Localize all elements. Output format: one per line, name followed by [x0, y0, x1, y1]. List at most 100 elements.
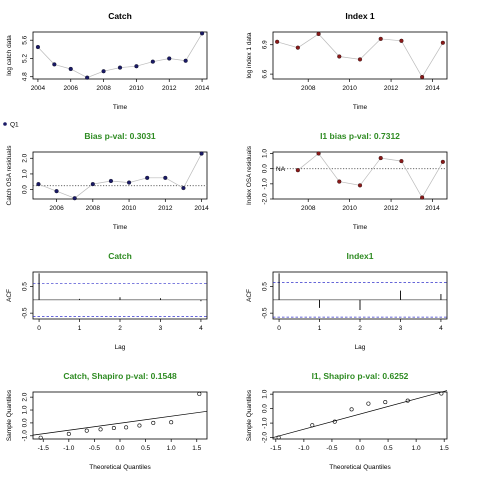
x-tick-label: 2010 [122, 205, 137, 212]
y-tick-label: 1.0 [262, 149, 269, 158]
x-tick-label: 2014 [425, 205, 440, 212]
data-point [295, 168, 300, 173]
x-tick-label: 2012 [158, 205, 173, 212]
plot-frame [32, 31, 208, 80]
data-point [378, 156, 383, 161]
qq-point [332, 419, 337, 424]
panel-index-ts: Index 1 2008 2010 2012 2014 6.6 6.9 Time log ind… [246, 11, 448, 111]
plot-frame [272, 151, 448, 200]
x-tick-label: 2012 [384, 205, 399, 212]
qq-point [137, 423, 142, 428]
qq-reference-line [32, 410, 208, 436]
x-tick-label: 2006 [49, 205, 64, 212]
data-point [440, 159, 445, 164]
y-axis-label: log index 1 data [246, 32, 253, 78]
data-point [378, 36, 383, 41]
data-point [337, 179, 342, 184]
qq-point [98, 427, 103, 432]
qq-point [276, 435, 281, 440]
panel-title: Catch [108, 11, 132, 21]
x-tick-label: 2010 [342, 205, 357, 212]
x-tick-label: 2010 [342, 85, 357, 92]
qq-point [439, 391, 444, 396]
data-point [85, 75, 90, 80]
y-axis-label: ACF [246, 289, 253, 302]
x-tick-label: 1.0 [167, 445, 176, 452]
y-tick-label: 1.0 [22, 169, 29, 178]
x-tick-label: 0 [37, 325, 41, 332]
y-tick-label: 0.5 [262, 282, 269, 291]
x-axis-label: Time [113, 224, 128, 231]
x-tick-label: 1.0 [412, 445, 421, 452]
x-axis-label: Lag [355, 344, 366, 351]
y-tick-label: -1.0 [22, 430, 29, 442]
data-point [72, 196, 77, 201]
y-tick-label: 5.2 [22, 54, 29, 63]
legend-label: Q1 [10, 122, 19, 129]
plot-frame [272, 31, 448, 80]
series-line [38, 153, 202, 199]
x-tick-label: 4 [199, 325, 203, 332]
panel-catch-osa: Bias p-val: 0.3031 2006 2008 2010 2012 2014 0.… [6, 131, 209, 231]
y-axis-label: ACF [6, 289, 13, 302]
x-tick-label: 2008 [301, 85, 316, 92]
data-point [181, 185, 186, 191]
qq-point [349, 407, 354, 412]
data-point [295, 45, 300, 50]
data-point [35, 45, 40, 50]
data-point [36, 182, 41, 187]
legend: Q1 [3, 122, 19, 129]
data-point [167, 56, 172, 61]
data-point [440, 40, 445, 45]
x-axis-label: Theoretical Quantiles [89, 464, 151, 471]
qq-point [66, 431, 71, 436]
series-line [277, 33, 444, 78]
data-point [150, 59, 155, 64]
y-tick-label: 2.0 [22, 153, 29, 162]
data-point [127, 180, 132, 185]
y-tick-label: -1.0 [262, 417, 269, 429]
data-point [134, 64, 139, 69]
plot-frame [272, 391, 448, 440]
x-tick-label: 0.5 [384, 445, 393, 452]
y-tick-label: 2.0 [22, 392, 29, 401]
x-tick-label: 2012 [162, 85, 177, 92]
data-point [117, 65, 123, 70]
panel-index-osa: I1 bias p-val: 0.7312 2008 2010 2012 2014 -2.… [246, 131, 448, 231]
panel-catch-ts: Catch 2004 2006 2008 2010 2012 2014 4.8 5.2 5.6 Ti… [6, 11, 210, 111]
qq-point [124, 425, 129, 430]
panel-title: I1, Shapiro p-val: 0.6252 [312, 371, 409, 381]
panel-title: Index 1 [345, 11, 375, 21]
y-tick-label: -1.0 [262, 178, 269, 190]
y-tick-label: -0.5 [22, 307, 29, 319]
y-axis-label: Index OSA residuals [246, 145, 253, 205]
data-point [357, 57, 363, 62]
y-tick-label: 6.6 [262, 69, 269, 78]
plot-frame [32, 151, 208, 200]
y-tick-label: 0.0 [22, 185, 29, 194]
x-tick-label: 4 [439, 325, 443, 332]
data-point [420, 195, 425, 200]
panel-title: Index1 [347, 251, 374, 261]
series-line [297, 152, 444, 199]
data-point [420, 74, 425, 80]
data-point [90, 182, 95, 187]
qq-point [366, 401, 371, 406]
panel-title: Bias p-val: 0.3031 [84, 131, 156, 141]
x-tick-label: 1.5 [192, 445, 201, 452]
data-point [275, 39, 280, 44]
qq-point [169, 420, 174, 425]
data-point [68, 66, 73, 72]
y-tick-label: 0.0 [22, 418, 29, 427]
data-point [316, 151, 321, 156]
y-tick-label: -2.0 [262, 432, 269, 444]
x-tick-label: -0.5 [89, 445, 101, 452]
qq-point [38, 435, 43, 440]
x-tick-label: 1 [78, 325, 82, 332]
x-tick-label: 2004 [31, 85, 46, 92]
legend-marker [3, 122, 7, 126]
x-tick-label: 1.5 [440, 445, 449, 452]
qq-point [111, 426, 116, 431]
x-axis-label: Lag [115, 344, 126, 351]
x-tick-label: 2012 [384, 85, 399, 92]
